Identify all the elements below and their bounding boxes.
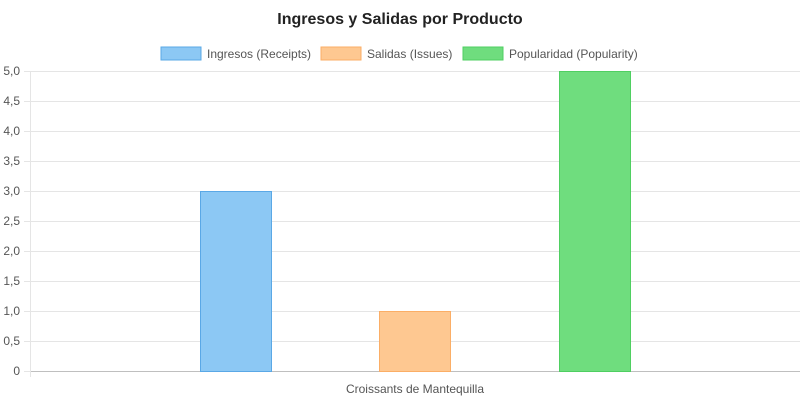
gridlines: [30, 71, 800, 372]
y-tick-label: 2,5: [3, 214, 20, 228]
legend-swatch: [320, 46, 362, 61]
y-tick-label: 1,0: [3, 304, 20, 318]
legend-swatch: [160, 46, 202, 61]
bar[interactable]: [559, 71, 631, 372]
y-tick-label: 4,0: [3, 124, 20, 138]
legend-item[interactable]: Ingresos (Receipts): [160, 46, 311, 61]
y-tick-label: 3,5: [3, 154, 20, 168]
legend-item[interactable]: Popularidad (Popularity): [462, 46, 638, 61]
y-tick-label: 0,5: [3, 334, 20, 348]
y-axis: 0 0,5 1,0 1,5 2,0 2,5 3,0 3,5 4,0 4,5 5,0: [3, 64, 31, 378]
legend-label: Ingresos (Receipts): [207, 47, 311, 61]
y-tick-label: 4,5: [3, 94, 20, 108]
legend-item[interactable]: Salidas (Issues): [320, 46, 452, 61]
bars: [200, 71, 631, 372]
bar[interactable]: [379, 311, 451, 372]
y-tick-label: 1,5: [3, 274, 20, 288]
y-tick-label: 5,0: [3, 64, 20, 78]
y-tick-label: 0: [13, 364, 20, 378]
x-axis: Croissants de Mantequilla: [346, 382, 484, 396]
legend: Ingresos (Receipts) Salidas (Issues) Popul…: [160, 46, 638, 61]
chart-title: Ingresos y Salidas por Producto: [277, 11, 523, 28]
legend-label: Salidas (Issues): [367, 47, 452, 61]
legend-swatch: [462, 46, 504, 61]
legend-label: Popularidad (Popularity): [509, 47, 638, 61]
y-tick-label: 3,0: [3, 184, 20, 198]
bar[interactable]: [200, 191, 272, 372]
x-tick-label: Croissants de Mantequilla: [346, 382, 484, 396]
y-tick-label: 2,0: [3, 244, 20, 258]
